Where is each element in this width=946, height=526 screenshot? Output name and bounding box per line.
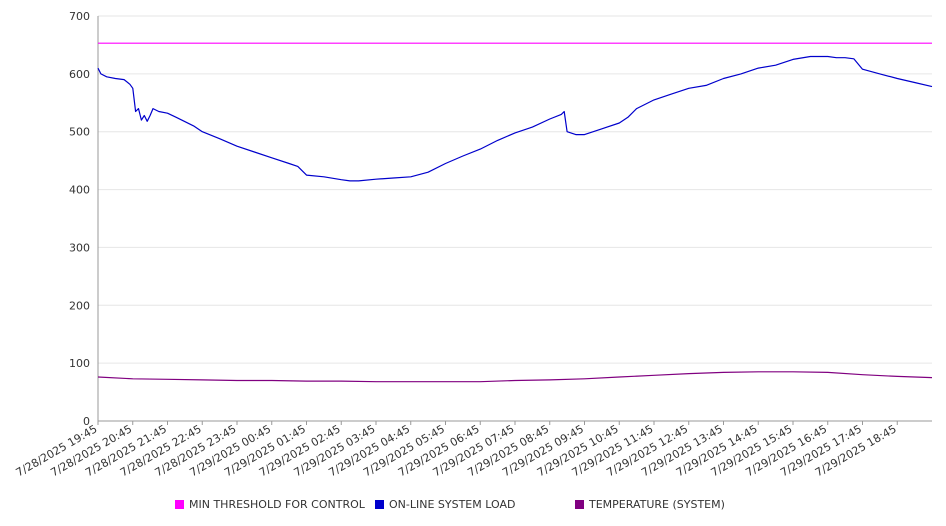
legend-item-system-load[interactable]: ON-LINE SYSTEM LOAD <box>375 498 515 511</box>
chart-axes <box>97 16 932 422</box>
y-tick-label: 100 <box>69 357 90 370</box>
y-tick-label: 400 <box>69 184 90 197</box>
legend-label: MIN THRESHOLD FOR CONTROL <box>189 498 365 511</box>
chart-legend: MIN THRESHOLD FOR CONTROL ON-LINE SYSTEM… <box>0 498 946 514</box>
x-axis-ticks: 7/28/2025 19:457/28/2025 20:457/28/2025 … <box>14 421 899 479</box>
series-lines <box>97 42 933 383</box>
series-line-1 <box>97 55 933 182</box>
legend-swatch <box>575 500 584 509</box>
legend-swatch <box>175 500 184 509</box>
y-tick-label: 0 <box>83 415 90 428</box>
legend-label: TEMPERATURE (SYSTEM) <box>589 498 725 511</box>
grid-lines <box>98 15 932 364</box>
y-tick-label: 200 <box>69 299 90 312</box>
legend-item-min-threshold[interactable]: MIN THRESHOLD FOR CONTROL <box>175 498 365 511</box>
y-tick-label: 500 <box>69 126 90 139</box>
y-tick-label: 300 <box>69 241 90 254</box>
y-axis-ticks: 0 100 200 300 400 500 600 700 <box>69 10 90 428</box>
y-tick-label: 700 <box>69 10 90 23</box>
legend-label: ON-LINE SYSTEM LOAD <box>389 498 516 511</box>
legend-swatch <box>375 500 384 509</box>
series-line-2 <box>97 371 933 383</box>
legend-item-temperature[interactable]: TEMPERATURE (SYSTEM) <box>575 498 725 511</box>
y-tick-label: 600 <box>69 68 90 81</box>
